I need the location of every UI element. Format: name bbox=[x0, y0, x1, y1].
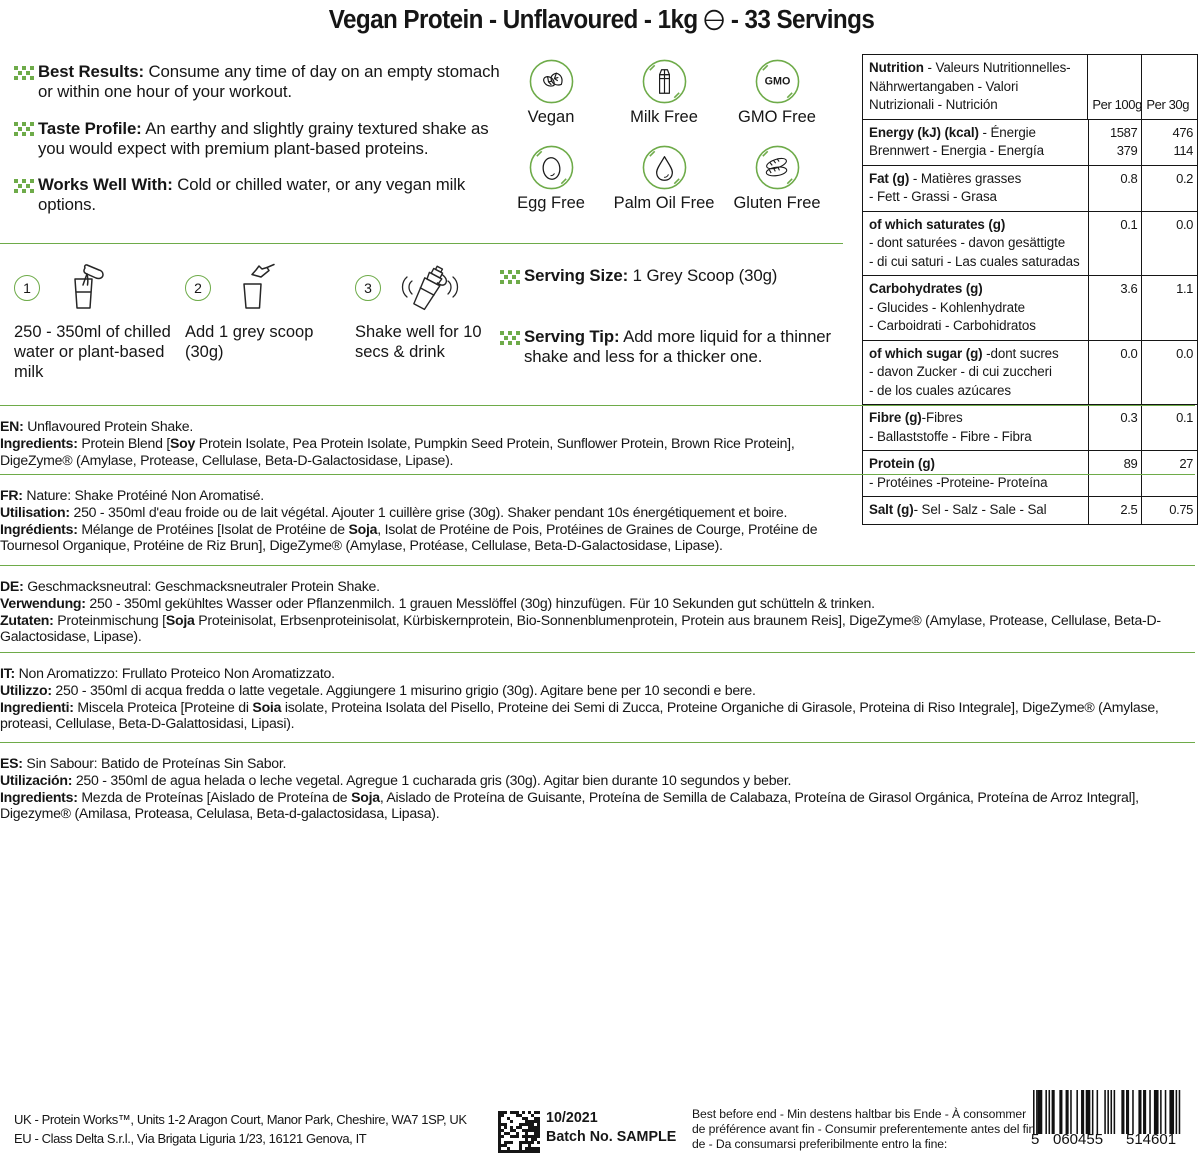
svg-text:060455: 060455 bbox=[1053, 1131, 1103, 1146]
svg-text:GMO: GMO bbox=[764, 75, 790, 87]
svg-text:5: 5 bbox=[1031, 1131, 1039, 1146]
svg-text:514601: 514601 bbox=[1126, 1131, 1176, 1146]
